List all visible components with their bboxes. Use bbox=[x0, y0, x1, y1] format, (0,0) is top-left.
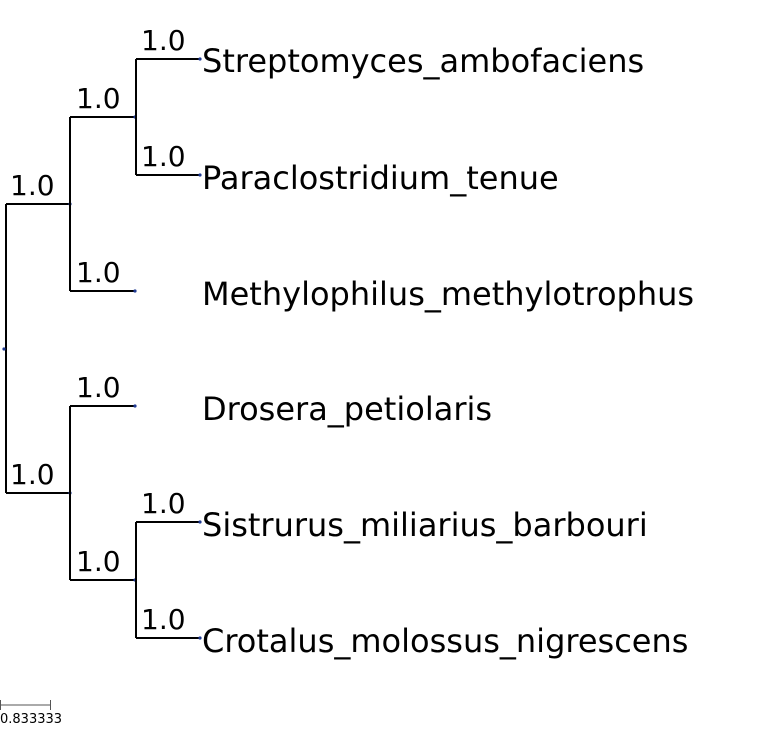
node-sistrurus bbox=[198, 520, 202, 524]
node-crotalus bbox=[198, 636, 202, 640]
scale-bar-label: 0.833333 bbox=[0, 712, 62, 727]
leaf-label-paraclostridium: Paraclostridium_tenue bbox=[202, 159, 559, 197]
node-paraclostridium bbox=[198, 173, 202, 177]
leaf-label-sistrurus: Sistrurus_miliarius_barbouri bbox=[202, 506, 648, 544]
support-drosera: 1.0 bbox=[76, 371, 121, 404]
support-lower-clade: 1.0 bbox=[10, 458, 55, 491]
leaf-label-methylophilus: Methylophilus_methylotrophus bbox=[202, 275, 694, 313]
support-streptomyces: 1.0 bbox=[141, 24, 186, 57]
leaf-label-crotalus: Crotalus_molossus_nigrescens bbox=[202, 622, 688, 660]
support-sistrurus: 1.0 bbox=[141, 487, 186, 520]
support-crotalus: 1.0 bbox=[141, 603, 186, 636]
leaf-label-drosera: Drosera_petiolaris bbox=[202, 390, 492, 428]
node-streptomyces bbox=[198, 57, 202, 61]
support-paraclostridium: 1.0 bbox=[141, 140, 186, 173]
support-upper-clade: 1.0 bbox=[10, 169, 55, 202]
support-methylophilus: 1.0 bbox=[76, 256, 121, 289]
node-methylophilus bbox=[133, 289, 137, 293]
node-drosera bbox=[133, 404, 137, 408]
scale-bar: 0.833333 bbox=[0, 700, 62, 727]
support-strep-para-clade: 1.0 bbox=[76, 82, 121, 115]
support-snake-clade: 1.0 bbox=[76, 545, 121, 578]
leaf-label-streptomyces: Streptomyces_ambofaciens bbox=[202, 42, 644, 80]
node-root bbox=[2, 347, 6, 351]
